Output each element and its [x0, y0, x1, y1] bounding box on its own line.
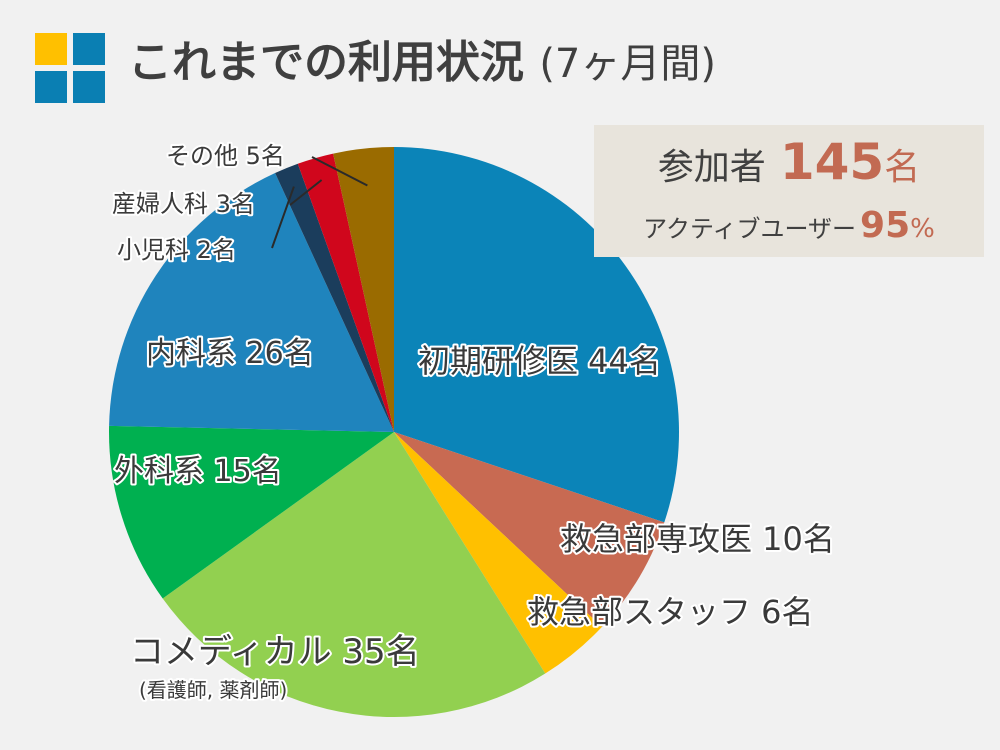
logo-square-blue-3: [73, 71, 105, 103]
leader-line-sonota: [311, 156, 368, 187]
summary-box: 参加者 145名 アクティブユーザー 95%: [594, 125, 984, 257]
slice-label-sonota: その他 5名: [166, 142, 285, 170]
pie-slice-naika: [109, 172, 394, 433]
active-label: アクティブユーザー: [643, 215, 857, 243]
logo-square-blue-2: [35, 71, 67, 103]
slice-label-geka: 外科系 15名: [114, 454, 282, 489]
pie-slice-sanfujinka: [297, 153, 394, 432]
pie-slice-shonika: [275, 163, 394, 432]
leader-line-shonika: [271, 186, 295, 249]
slice-label-kyukyu-senkoi: 救急部専攻医 10名: [560, 520, 835, 558]
active-unit: %: [910, 214, 935, 244]
pie-slice-kyukyu-staff: [394, 432, 602, 674]
slice-label-kyukyu-staff: 救急部スタッフ 6名: [527, 593, 814, 631]
logo-square-yellow: [35, 33, 67, 65]
slice-label-comedical-note: (看護師, 薬剤師): [139, 678, 287, 702]
leader-line-sanfujinka: [289, 179, 323, 206]
logo-square-blue-1: [73, 33, 105, 65]
active-row: アクティブユーザー 95%: [594, 205, 984, 246]
pie-slice-kyukyu-senkoi: [394, 432, 665, 627]
slice-label-comedical: コメディカル 35名: [130, 632, 420, 672]
participants-row: 参加者 145名: [594, 133, 984, 191]
pie-slice-geka: [109, 425, 394, 599]
slice-label-shoki: 初期研修医 44名: [418, 342, 661, 380]
slice-label-shonika: 小児科 2名: [117, 236, 236, 264]
slice-label-naika: 内科系 26名: [146, 336, 314, 371]
slice-label-sanfujinka: 産婦人科 3名: [112, 190, 255, 218]
leader-lines: [271, 156, 368, 249]
participants-value: 145: [779, 133, 885, 191]
participants-label: 参加者: [657, 147, 766, 188]
active-value: 95: [860, 205, 911, 246]
participants-unit: 名: [884, 147, 921, 188]
page-title: これまでの利用状況 (7ヶ月間): [128, 26, 716, 90]
page-title-period: (7ヶ月間): [539, 41, 716, 87]
slice-labels: 初期研修医 44名 救急部専攻医 10名 救急部スタッフ 6名 コメディカル 3…: [110, 140, 837, 704]
pie-slice-comedical: [162, 432, 546, 718]
pie-slice-sonota: [333, 146, 394, 432]
grid-logo-icon: [35, 33, 105, 103]
pie-slice-shoki: [394, 147, 679, 523]
page-title-main: これまでの利用状況: [128, 37, 524, 88]
pie-slices: [109, 146, 679, 718]
